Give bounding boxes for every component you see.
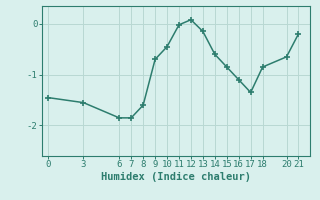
X-axis label: Humidex (Indice chaleur): Humidex (Indice chaleur)	[101, 172, 251, 182]
